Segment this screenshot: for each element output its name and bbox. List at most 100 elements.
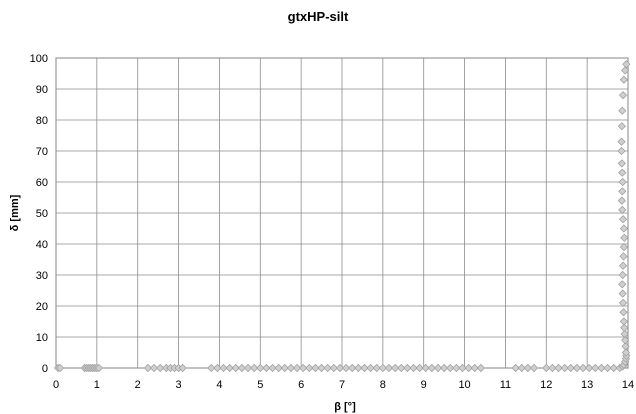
data-point-0-114 (621, 66, 630, 75)
data-point-0-19 (213, 363, 222, 373)
data-point-0-42 (354, 363, 363, 373)
data-point-0-50 (403, 363, 412, 373)
data-point-0-85 (621, 348, 631, 357)
data-point-0-98 (619, 243, 629, 252)
data-point-0-103 (617, 196, 626, 205)
data-point-0-31 (286, 363, 296, 373)
data-point-0-26 (256, 363, 265, 373)
y-axis-title: δ [mm] (9, 194, 21, 231)
data-point-0-69 (554, 363, 563, 373)
x-tick-label-12: 12 (540, 379, 552, 391)
data-point-0-36 (317, 363, 326, 373)
data-point-0-52 (415, 363, 424, 373)
tick-labels: 0 1 2 3 4 5 6 7 8 9 10 11 12 13 1401020304050607080901… (30, 53, 634, 391)
data-point-0-32 (292, 363, 302, 373)
x-tick-label-14: 14 (622, 379, 634, 391)
data-point-0-105 (618, 177, 627, 187)
data-point-0-115 (622, 60, 631, 69)
y-tick-label-40: 40 (36, 239, 48, 251)
data-point-0-62 (476, 363, 486, 373)
data-point-0-66 (529, 363, 539, 373)
data-point-0-76 (597, 363, 606, 373)
data-point-0-38 (329, 363, 338, 373)
x-tick-label-13: 13 (581, 379, 593, 391)
x-tick-label-8: 8 (380, 379, 386, 391)
data-point-0-110 (617, 122, 626, 131)
data-point-0-12 (156, 363, 165, 373)
data-point-0-106 (618, 168, 627, 177)
x-tick-label-9: 9 (421, 379, 427, 391)
data-point-0-60 (464, 363, 473, 373)
data-point-0-27 (262, 363, 271, 373)
data-point-0-63 (511, 363, 520, 373)
y-tick-label-50: 50 (36, 208, 48, 220)
data-point-0-10 (143, 363, 153, 373)
data-point-0-78 (609, 363, 618, 373)
data-point-0-17 (178, 363, 187, 373)
data-point-0-1 (55, 363, 65, 373)
data-point-0-35 (311, 363, 320, 373)
data-point-0-53 (421, 363, 430, 373)
data-point-0-75 (591, 363, 600, 373)
data-point-0-51 (409, 363, 418, 373)
y-tick-label-70: 70 (36, 146, 48, 158)
data-point-0-95 (618, 270, 627, 280)
data-point-0-29 (274, 363, 283, 373)
x-tick-label-11: 11 (500, 379, 511, 391)
data-point-0-71 (566, 363, 575, 373)
data-point-0-49 (397, 363, 406, 373)
x-tick-label-1: 1 (94, 379, 100, 391)
data-point-0-113 (619, 75, 629, 84)
x-tick-label-6: 6 (298, 379, 304, 391)
data-point-0-44 (366, 363, 375, 373)
data-point-0-107 (617, 159, 626, 168)
data-point-0-47 (384, 363, 394, 373)
data-point-0-56 (440, 363, 449, 373)
data-point-0-91 (619, 308, 628, 317)
data-point-0-108 (617, 146, 626, 156)
data-point-0-92 (619, 298, 628, 307)
y-tick-label-100: 100 (30, 53, 48, 65)
data-point-0-22 (231, 363, 240, 373)
data-point-0-100 (619, 224, 629, 233)
data-points (53, 60, 631, 373)
data-point-0-21 (225, 363, 234, 373)
data-point-0-88 (620, 329, 629, 338)
x-axis-title: β [°] (334, 401, 356, 413)
data-point-0-37 (323, 363, 332, 373)
data-point-0-102 (618, 205, 627, 214)
data-point-0-55 (433, 363, 443, 373)
data-point-0-41 (348, 363, 357, 373)
data-point-0-74 (585, 363, 594, 373)
data-point-0-59 (458, 363, 467, 373)
y-tick-label-10: 10 (36, 332, 48, 344)
y-tick-label-30: 30 (36, 270, 48, 282)
x-tick-label-7: 7 (339, 379, 345, 391)
data-point-0-101 (619, 215, 628, 224)
data-point-0-104 (618, 187, 627, 196)
data-point-0-89 (620, 323, 629, 332)
data-point-0-93 (618, 289, 627, 298)
y-tick-label-90: 90 (36, 84, 48, 96)
data-point-0-68 (548, 363, 557, 373)
data-point-0-20 (219, 363, 228, 373)
data-point-0-67 (542, 363, 551, 373)
data-point-0-30 (280, 363, 289, 373)
data-point-0-18 (207, 363, 216, 373)
data-point-0-65 (523, 363, 532, 373)
data-point-0-48 (391, 363, 400, 373)
x-tick-label-3: 3 (176, 379, 182, 391)
y-tick-label-0: 0 (42, 363, 48, 375)
data-point-0-40 (341, 363, 351, 373)
x-tick-label-4: 4 (216, 379, 222, 391)
data-point-0-33 (299, 363, 308, 373)
data-point-0-111 (618, 106, 627, 115)
data-point-0-99 (620, 233, 629, 242)
x-tick-label-2: 2 (135, 379, 141, 391)
data-point-0-9 (94, 363, 103, 373)
data-point-0-11 (149, 363, 159, 373)
data-point-0-61 (470, 363, 479, 373)
data-point-0-58 (452, 363, 461, 373)
